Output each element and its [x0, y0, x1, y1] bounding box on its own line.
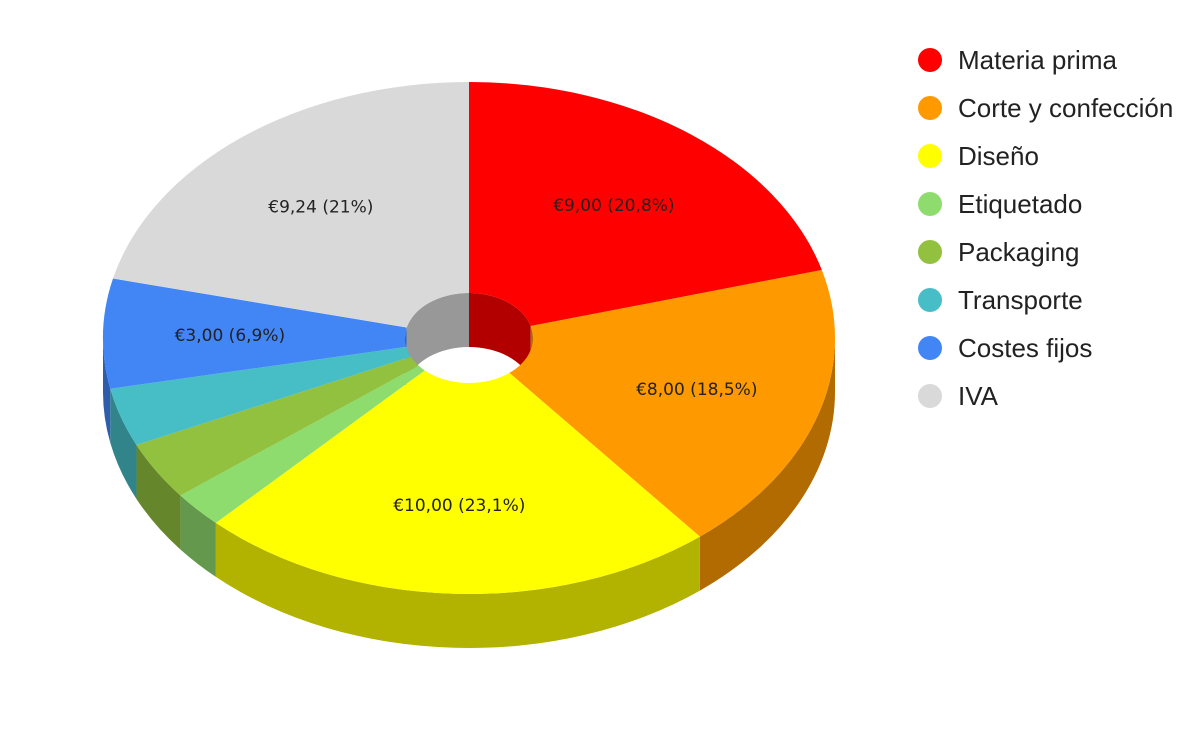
- slice-corte-y-confeccion[interactable]: [509, 269, 835, 537]
- legend-swatch: [918, 384, 942, 408]
- slice-materia-prima[interactable]: [469, 82, 822, 327]
- legend-label: Corte y confección: [958, 92, 1174, 123]
- legend-item-diseno[interactable]: Diseño: [918, 132, 1200, 180]
- pie-chart: €9,00 (20,8%) €8,00 (18,5%) €10,00 (23,1%)…: [103, 82, 835, 648]
- slice-side-costes-fijos: [103, 338, 111, 443]
- legend-swatch: [918, 192, 942, 216]
- slice-side-transporte: [110, 388, 137, 499]
- legend-label: IVA: [958, 380, 998, 411]
- slice-side-etiquetado: [180, 495, 216, 577]
- slice-side-corte-y-confeccion: [699, 338, 835, 591]
- legend-label: Packaging: [958, 236, 1080, 267]
- slice-etiquetado[interactable]: [180, 365, 425, 523]
- slice-inner-wall-iva: [406, 293, 469, 382]
- legend-swatch: [918, 48, 942, 72]
- pie-slices: [103, 82, 835, 594]
- legend-item-corte-y-confeccion[interactable]: Corte y confección: [918, 84, 1200, 132]
- data-label-costes-fijos: €3,00 (6,9%): [175, 326, 286, 346]
- data-label-iva: €9,24 (21%): [268, 198, 373, 218]
- legend-label: Materia prima: [958, 44, 1117, 75]
- legend-swatch: [918, 144, 942, 168]
- legend-item-packaging[interactable]: Packaging: [918, 228, 1200, 276]
- legend-label: Diseño: [958, 140, 1039, 171]
- slice-packaging[interactable]: [136, 356, 419, 496]
- legend-swatch: [918, 96, 942, 120]
- legend-swatch: [918, 336, 942, 360]
- slice-side-packaging: [136, 444, 181, 550]
- legend-item-materia-prima[interactable]: Materia prima: [918, 36, 1200, 84]
- legend-label: Costes fijos: [958, 332, 1093, 363]
- legend-swatch: [918, 240, 942, 264]
- legend-item-etiquetado[interactable]: Etiquetado: [918, 180, 1200, 228]
- legend-item-iva[interactable]: IVA: [918, 372, 1200, 420]
- slice-iva[interactable]: [113, 82, 469, 328]
- pie-sides: [103, 338, 835, 648]
- pie-chart-svg: €9,00 (20,8%) €8,00 (18,5%) €10,00 (23,1%)…: [103, 82, 835, 648]
- data-label-materia-prima: €9,00 (20,8%): [553, 196, 674, 216]
- data-label-diseno: €10,00 (23,1%): [393, 496, 525, 516]
- slice-diseno[interactable]: [215, 370, 700, 594]
- slice-transporte[interactable]: [110, 346, 411, 445]
- data-label-corte-y-confeccion: €8,00 (18,5%): [636, 380, 757, 400]
- legend: Materia prima Corte y confección Diseño …: [918, 36, 1200, 420]
- legend-item-costes-fijos[interactable]: Costes fijos: [918, 324, 1200, 372]
- legend-swatch: [918, 288, 942, 312]
- legend-label: Etiquetado: [958, 188, 1083, 219]
- pie-data-labels: €9,00 (20,8%) €8,00 (18,5%) €10,00 (23,1%)…: [175, 196, 758, 516]
- legend-item-transporte[interactable]: Transporte: [918, 276, 1200, 324]
- legend-label: Transporte: [958, 284, 1083, 315]
- slice-costes-fijos[interactable]: [103, 278, 407, 389]
- slice-inner-wall-materia-prima: [469, 293, 531, 381]
- slice-side-diseno: [215, 522, 700, 648]
